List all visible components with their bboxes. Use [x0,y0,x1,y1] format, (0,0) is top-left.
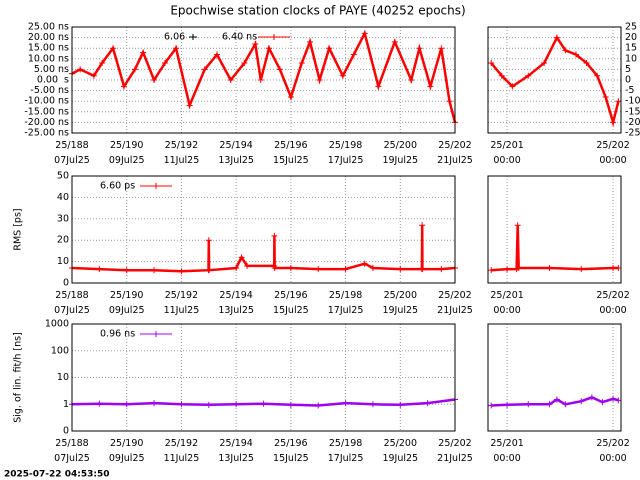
y-tick-label: 25 [625,22,637,33]
y-tick-label: -5.00 ns [30,85,69,96]
y-tick-label: 0 [63,426,69,437]
x-tick-label: 25/190 09Jul25 [109,438,145,464]
y-tick-label: 10 [57,372,69,383]
y-tick-label: 5 [625,64,631,75]
series-markers [488,394,622,409]
y-tick-label: -10 [625,96,640,107]
y-tick-label: -25 [625,128,640,139]
x-tick-label: 25/194 13Jul25 [218,140,254,166]
plot-frame [71,175,456,284]
x-tick-label: 25/202 00:00 [596,140,629,166]
y-tick-label: 5.00 ns [34,64,69,75]
y-tick-label: -15 [625,106,640,117]
series-markers [488,34,622,126]
x-tick-label: 25/201 00:00 [490,290,523,316]
plot-frame [487,26,622,134]
plot-frame [71,26,456,134]
legend-marker [271,34,277,40]
y-tick-label: 1 [63,399,69,410]
series-line [71,29,457,123]
annotation-marker [189,34,197,40]
y-tick-label: 30 [57,213,69,224]
y-tick-label: 10 [625,53,637,64]
plot-frame [487,323,622,432]
plot-frame [487,175,622,284]
x-tick-label: 25/190 09Jul25 [109,140,145,166]
y-tick-label: 0 [625,75,631,86]
y-tick-label: 40 [57,192,69,203]
series-line [491,396,619,407]
y-tick-label: 0.00 s [37,75,69,86]
y-tick-label: 25.00 ns [28,22,69,33]
x-tick-label: 25/188 07Jul25 [54,290,90,316]
series-line [71,225,456,273]
y-axis-label: Sig. of lin. fit/h [ns] [13,332,24,423]
x-tick-label: 25/198 17Jul25 [328,438,364,464]
x-tick-label: 25/196 15Jul25 [273,140,309,166]
y-tick-label: 15 [625,43,637,54]
legend-label: 0.96 ns [100,329,135,340]
legend-label: 6.60 ps [100,181,135,192]
plot-frame [71,323,456,432]
x-tick-label: 25/198 17Jul25 [328,140,364,166]
y-tick-label: -15.00 ns [24,106,69,117]
x-tick-label: 25/202 00:00 [596,438,629,464]
x-tick-label: 25/202 21Jul25 [437,290,473,316]
x-tick-label: 25/198 17Jul25 [328,290,364,316]
y-tick-label: 50 [57,171,69,182]
timestamp: 2025-07-22 04:53:50 [4,470,109,480]
x-tick-label: 25/196 15Jul25 [273,438,309,464]
x-tick-label: 25/194 13Jul25 [218,438,254,464]
x-tick-label: 25/188 07Jul25 [54,140,90,166]
x-tick-label: 25/202 21Jul25 [437,140,473,166]
y-tick-label: 15.00 ns [28,43,69,54]
x-tick-label: 25/188 07Jul25 [54,438,90,464]
y-tick-label: 0 [63,278,69,289]
x-tick-label: 25/192 11Jul25 [164,290,200,316]
series-line [491,225,619,272]
y-tick-label: 20 [625,32,637,43]
x-tick-label: 25/200 19Jul25 [382,438,418,464]
legend-label: 6.40 ns [222,32,257,43]
legend-marker [153,183,159,189]
series-markers [69,396,458,409]
y-tick-label: -20.00 ns [24,117,69,128]
series-markers [69,30,458,126]
chart-title: Epochwise station clocks of PAYE (40252 … [170,4,465,18]
annotation: 6.06 [164,32,185,43]
x-tick-label: 25/202 21Jul25 [437,438,473,464]
y-tick-label: 100 [51,345,69,356]
y-tick-label: -25.00 ns [24,128,69,139]
y-tick-label: 20 [57,235,69,246]
y-tick-label: 10 [57,256,69,267]
x-tick-label: 25/196 15Jul25 [273,290,309,316]
x-tick-label: 25/190 09Jul25 [109,290,145,316]
x-tick-label: 25/202 00:00 [596,290,629,316]
series-markers [488,222,622,274]
y-tick-label: -20 [625,117,640,128]
x-tick-label: 25/200 19Jul25 [382,140,418,166]
x-tick-label: 25/192 11Jul25 [164,140,200,166]
y-axis-label: RMS [ps] [13,208,24,250]
legend-marker [153,331,159,337]
y-tick-label: -5 [625,85,634,96]
x-tick-label: 25/200 19Jul25 [382,290,418,316]
x-tick-label: 25/201 00:00 [490,438,523,464]
y-tick-label: 20.00 ns [28,32,69,43]
y-tick-label: -10.00 ns [24,96,69,107]
x-tick-label: 25/192 11Jul25 [164,438,200,464]
y-tick-label: 1000 [45,319,69,330]
y-tick-label: 10.00 ns [28,53,69,64]
x-tick-label: 25/201 00:00 [490,140,523,166]
x-tick-label: 25/194 13Jul25 [218,290,254,316]
